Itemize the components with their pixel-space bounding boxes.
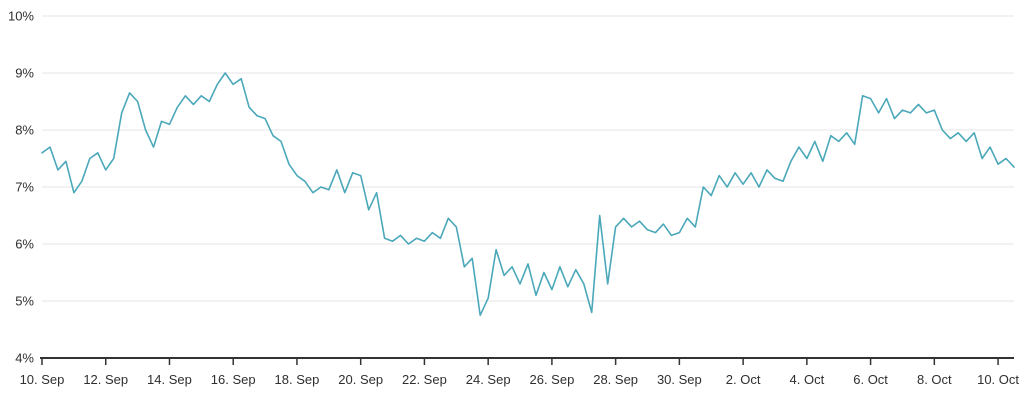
x-axis-label: 16. Sep bbox=[211, 372, 256, 387]
x-axis-label: 6. Oct bbox=[853, 372, 888, 387]
x-axis-label: 24. Sep bbox=[466, 372, 511, 387]
x-axis-label: 8. Oct bbox=[917, 372, 952, 387]
x-axis-label: 2. Oct bbox=[726, 372, 761, 387]
y-axis-label: 5% bbox=[15, 294, 34, 309]
x-axis-label: 28. Sep bbox=[593, 372, 638, 387]
y-axis-label: 7% bbox=[15, 180, 34, 195]
y-axis-label: 9% bbox=[15, 66, 34, 81]
x-axis-label: 10. Sep bbox=[20, 372, 65, 387]
x-axis-label: 20. Sep bbox=[338, 372, 383, 387]
x-axis-label: 22. Sep bbox=[402, 372, 447, 387]
y-axis-label: 6% bbox=[15, 237, 34, 252]
y-axis-label: 8% bbox=[15, 123, 34, 138]
x-axis-label: 26. Sep bbox=[529, 372, 574, 387]
x-axis-label: 10. Oct bbox=[977, 372, 1019, 387]
series-line[interactable] bbox=[41, 72, 1015, 317]
x-axis-label: 12. Sep bbox=[83, 372, 128, 387]
x-axis-label: 30. Sep bbox=[657, 372, 702, 387]
x-axis-label: 14. Sep bbox=[147, 372, 192, 387]
x-axis-label: 18. Sep bbox=[275, 372, 320, 387]
x-axis-label: 4. Oct bbox=[790, 372, 825, 387]
y-axis-label: 4% bbox=[15, 351, 34, 366]
y-axis-label: 10% bbox=[8, 9, 34, 24]
